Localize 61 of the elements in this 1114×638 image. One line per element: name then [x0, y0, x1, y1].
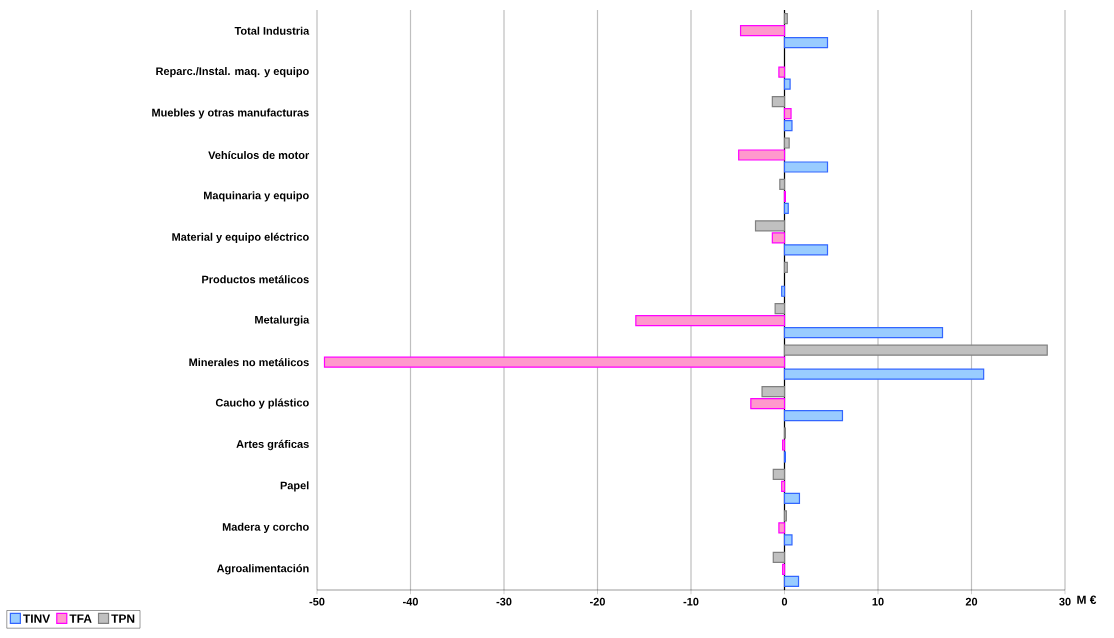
y-tick-label: Caucho y plástico — [215, 398, 309, 409]
legend-label: TPN — [111, 614, 135, 623]
y-tick-label: Reparc./Instal. maq. y equipo — [156, 67, 309, 78]
bar — [761, 385, 786, 398]
y-tick-label: Maquinaria y equipo — [204, 191, 309, 202]
bar — [783, 534, 793, 546]
bar — [772, 468, 786, 481]
bar — [779, 178, 786, 191]
bar — [754, 220, 786, 232]
x-tick-label: -10 — [683, 597, 699, 606]
bar — [783, 492, 801, 505]
x-tick-label: -40 — [403, 597, 418, 606]
y-tick-label: Metalurgia — [255, 315, 310, 326]
bar — [783, 13, 788, 25]
x-tick-label: -30 — [496, 597, 512, 606]
y-tick-label: Madera y corcho — [222, 522, 309, 533]
y-tick-label: Papel — [280, 481, 309, 492]
y-tick-label: Productos metálicos — [202, 275, 309, 284]
bar — [635, 315, 786, 327]
bar — [783, 37, 829, 49]
y-tick-label: Material y equipo eléctrico — [172, 232, 309, 243]
bar — [783, 344, 1048, 356]
bar — [783, 409, 844, 422]
x-tick-label: -50 — [309, 597, 325, 606]
bar — [323, 356, 786, 368]
y-tick-label: Muebles y otras manufacturas — [152, 108, 309, 119]
x-tick-label: 10 — [872, 597, 884, 606]
bar — [771, 232, 786, 244]
bar — [783, 161, 829, 173]
bar — [778, 66, 786, 78]
bar — [783, 368, 985, 380]
bar — [783, 261, 788, 273]
bar — [781, 285, 786, 297]
bar — [783, 244, 829, 256]
bar — [783, 202, 789, 215]
legend-label: TINV — [23, 614, 51, 623]
bar — [783, 78, 791, 90]
bar — [783, 107, 792, 120]
y-tick-label: Vehículos de motor — [208, 150, 310, 160]
x-tick-label: 30 — [1059, 597, 1071, 606]
bar — [738, 149, 786, 161]
bar — [783, 327, 944, 339]
bar — [771, 95, 786, 108]
y-tick-label: Minerales no metálicos — [189, 358, 309, 367]
bar — [739, 25, 786, 37]
x-tick-label: 0 — [781, 597, 788, 606]
bar — [783, 119, 793, 132]
x-tick-label: -20 — [590, 597, 605, 606]
y-tick-label: Artes gráficas — [236, 439, 309, 451]
text: M € — [1077, 595, 1097, 604]
y-tick-label: Agroalimentación — [216, 564, 309, 575]
bar — [778, 522, 786, 534]
bar — [772, 551, 786, 563]
legend-label: TFA — [69, 614, 92, 623]
bar — [750, 397, 786, 410]
y-tick-label: Total Industria — [234, 26, 310, 35]
x-tick-label: 20 — [965, 597, 978, 606]
bar — [783, 137, 790, 149]
bar — [781, 480, 786, 493]
bar — [783, 575, 800, 587]
bar — [774, 303, 786, 315]
